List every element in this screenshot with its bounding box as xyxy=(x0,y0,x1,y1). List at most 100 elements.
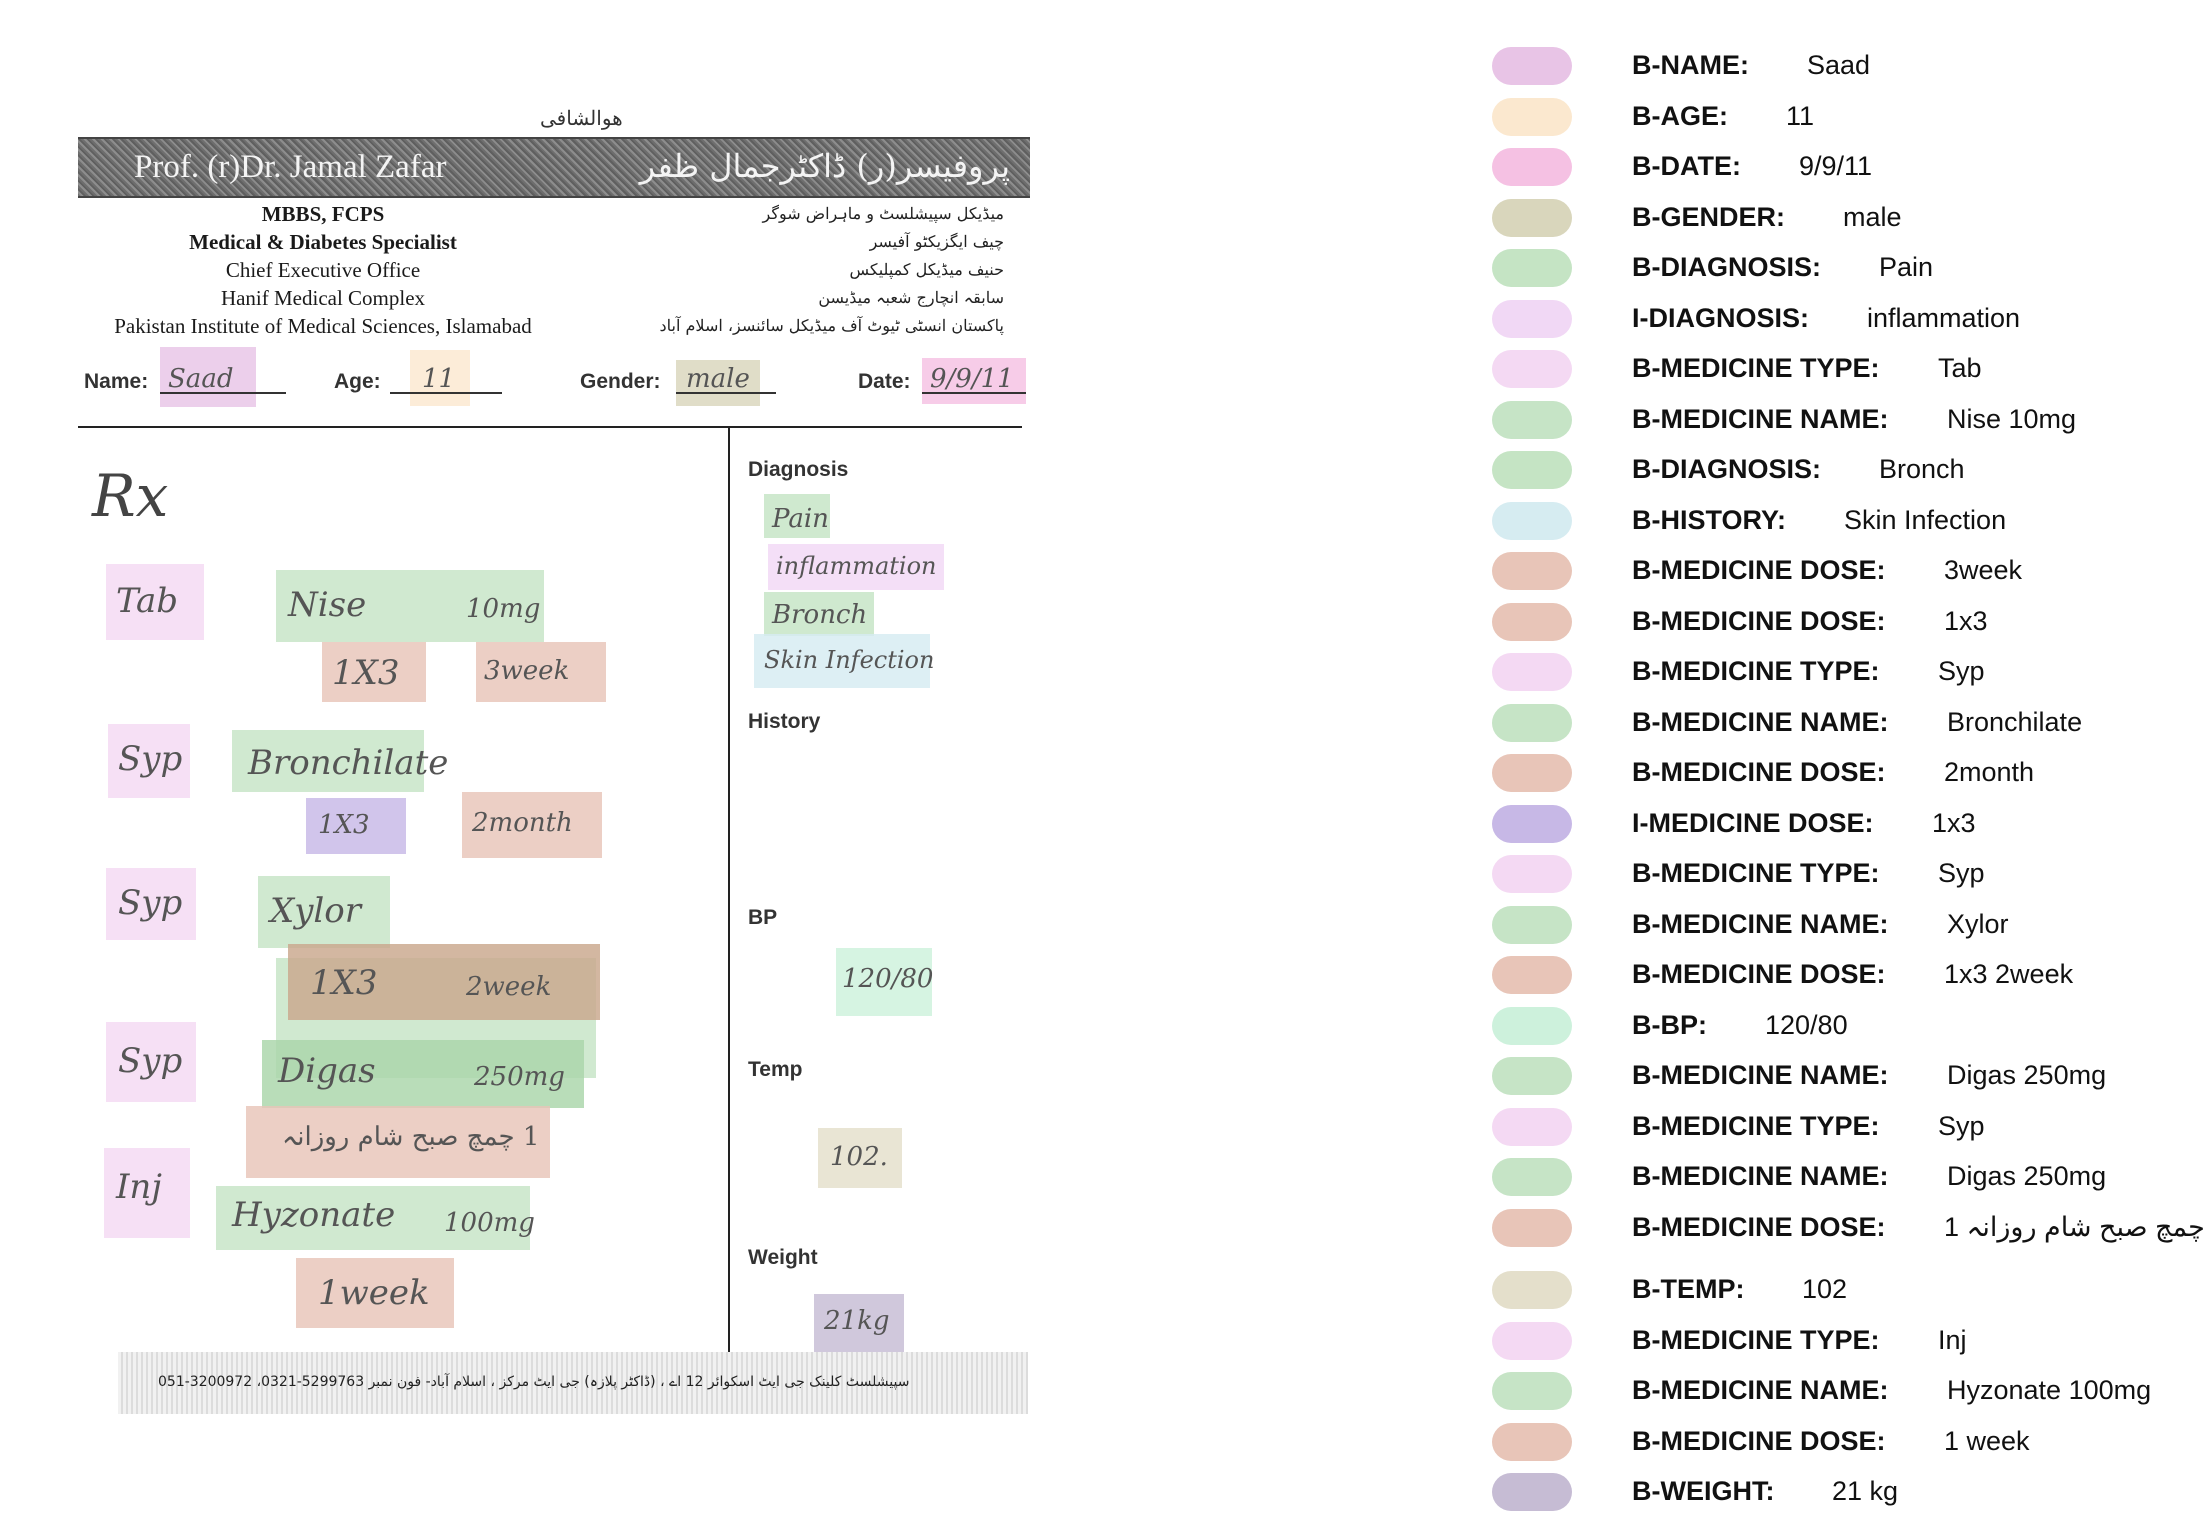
legend-row: B-MEDICINE DOSE: 3week xyxy=(1492,545,2192,595)
clinic-footer: 051-3200972 ،0321-5299763 سپیشلسٹ کلینک … xyxy=(118,1352,1028,1414)
rx-name-highlight xyxy=(258,876,390,948)
rx-name-highlight xyxy=(216,1186,530,1250)
date-label: Date: xyxy=(858,370,911,393)
temp-highlight xyxy=(818,1128,902,1188)
legend-swatch xyxy=(1492,1473,1572,1511)
credential-line-urdu: حنیف میڈیکل کمپلیکس xyxy=(849,260,1004,279)
legend-row: B-MEDICINE NAME: Hyzonate 100mg xyxy=(1492,1365,2192,1415)
rx-name-highlight xyxy=(262,1040,584,1108)
legend-swatch xyxy=(1492,501,1572,540)
history-skin-highlight xyxy=(754,634,930,688)
legend-value: 3week xyxy=(1944,555,2023,585)
legend-value: 1x3 2week xyxy=(1944,959,2074,989)
rx-dose-3week: 3week xyxy=(484,656,570,686)
legend-tag: B-MEDICINE DOSE: xyxy=(1632,959,1886,989)
legend-value: 102 xyxy=(1802,1274,1848,1304)
legend-tag: B-MEDICINE NAME: xyxy=(1632,1375,1889,1405)
legend-swatch xyxy=(1492,1158,1572,1196)
legend-row: B-GENDER: male xyxy=(1492,192,2192,242)
legend-tag: B-MEDICINE NAME: xyxy=(1632,908,1889,939)
legend-value: Nise 10mg xyxy=(1947,403,2077,434)
legend-value: Bronchilate xyxy=(1947,706,2083,737)
legend-row: B-MEDICINE TYPE: Syp xyxy=(1492,848,2192,898)
legend-tag: B-MEDICINE DOSE: xyxy=(1632,1425,1886,1456)
legend-swatch xyxy=(1492,855,1572,893)
legend-swatch xyxy=(1492,148,1572,186)
rx-type-tab: Tab xyxy=(116,581,179,621)
legend-value: Digas 250mg xyxy=(1947,1060,2107,1090)
legend-row: B-MEDICINE DOSE: 1 چمچ صبح شام روزانہ xyxy=(1492,1202,2205,1252)
rx-dose-1x3: 1X3 xyxy=(318,810,370,840)
age-label: Age: xyxy=(334,370,381,393)
legend-row: B-TEMP: 102 xyxy=(1492,1264,2192,1314)
legend-tag: B-MEDICINE TYPE: xyxy=(1632,858,1880,888)
legend-row: B-MEDICINE NAME: Xylor xyxy=(1492,899,2192,949)
diagnosis-label: Diagnosis xyxy=(748,458,849,481)
legend-tag: B-MEDICINE TYPE: xyxy=(1632,1324,1880,1355)
legend-tag: B-WEIGHT: xyxy=(1632,1476,1775,1506)
weight-label: Weight xyxy=(748,1246,818,1269)
legend-row: B-MEDICINE TYPE: Tab xyxy=(1492,343,2192,393)
legend-value: Digas 250mg xyxy=(1947,1161,2107,1191)
rx-strength-nise: 10mg xyxy=(466,594,541,624)
rx-type-highlight xyxy=(106,564,204,640)
legend-tag: B-MEDICINE DOSE: xyxy=(1632,757,1886,787)
rx-dose-1x3: 1X3 xyxy=(332,653,400,693)
doctor-name-urdu: پروفیسر(ر) ڈاکٹرجمال ظفر xyxy=(639,147,1010,185)
name-label: Name: xyxy=(84,370,149,393)
diag-pain-highlight xyxy=(764,494,830,538)
rx-type-highlight xyxy=(106,868,196,940)
legend-swatch xyxy=(1492,451,1572,489)
legend-row: I-DIAGNOSIS: inflammation xyxy=(1492,293,2192,343)
legend-row: B-DATE: 9/9/11 xyxy=(1492,141,2192,191)
bp-value: 120/80 xyxy=(842,964,934,994)
legend-swatch xyxy=(1492,198,1572,237)
credential-line-urdu: پاکستان انسٹی ٹیوٹ آف میڈیکل سائنسز، اسل… xyxy=(659,316,1004,335)
rx-type-syp: Syp xyxy=(118,1041,183,1081)
legend-tag: B-MEDICINE DOSE: xyxy=(1632,555,1886,585)
legend-tag: B-BP: xyxy=(1632,1009,1707,1040)
legend-tag: B-AGE: xyxy=(1632,100,1728,131)
gender-underline xyxy=(676,392,776,394)
legend-row: B-NAME: Saad xyxy=(1492,40,2192,90)
name-highlight xyxy=(160,347,256,407)
rx-name-nise: Nise xyxy=(288,585,367,625)
legend-swatch xyxy=(1492,299,1572,338)
legend-tag: B-GENDER: xyxy=(1632,201,1785,232)
legend-row: B-MEDICINE TYPE: Syp xyxy=(1492,1101,2192,1151)
legend-row: B-MEDICINE DOSE: 1x3 xyxy=(1492,596,2192,646)
rx-strength-hyzonate: 100mg xyxy=(444,1208,535,1238)
prescription-document: هوالشافی Prof. (r)Dr. Jamal Zafar پروفیس… xyxy=(0,0,1060,1524)
legend-tag: B-MEDICINE NAME: xyxy=(1632,403,1889,434)
rx-type-syp: Syp xyxy=(118,883,183,923)
legend-row: B-HISTORY: Skin Infection xyxy=(1492,495,2192,545)
legend-value: Pain xyxy=(1879,252,1934,282)
legend-swatch xyxy=(1492,1422,1572,1461)
legend-tag: B-TEMP: xyxy=(1632,1274,1745,1304)
legend-tag: I-MEDICINE DOSE: xyxy=(1632,807,1874,838)
credentials-english: MBBS, FCPS Medical & Diabetes Specialist… xyxy=(88,200,558,340)
legend-tag: B-DIAGNOSIS: xyxy=(1632,252,1821,282)
rx-name-hyzonate: Hyzonate xyxy=(232,1195,396,1235)
credential-line: Hanif Medical Complex xyxy=(220,286,426,310)
rx-type-highlight xyxy=(104,1148,190,1238)
legend-row: B-MEDICINE TYPE: Inj xyxy=(1492,1315,2192,1365)
diag-bronch: Bronch xyxy=(772,600,868,630)
credential-line: Pakistan Institute of Medical Sciences, … xyxy=(114,314,532,338)
legend-swatch xyxy=(1492,1372,1572,1410)
gender-highlight xyxy=(676,360,760,406)
legend-value: Skin Infection xyxy=(1844,504,2007,535)
rx-dose-highlight xyxy=(296,1258,454,1328)
bp-highlight xyxy=(836,948,932,1016)
legend-value: 1 week xyxy=(1944,1425,2030,1456)
legend-swatch xyxy=(1492,97,1572,136)
rx-symbol: Rx xyxy=(92,462,169,530)
legend-row: B-MEDICINE NAME: Bronchilate xyxy=(1492,697,2192,747)
date-value: 9/9/11 xyxy=(930,364,1014,394)
legend-value: Bronch xyxy=(1879,454,1965,484)
legend-row: B-MEDICINE DOSE: 2month xyxy=(1492,747,2192,797)
rx-name-digas: Digas xyxy=(278,1051,376,1091)
legend-swatch xyxy=(1492,1271,1572,1309)
legend-swatch xyxy=(1492,1321,1572,1360)
credential-line: Medical & Diabetes Specialist xyxy=(189,230,457,254)
